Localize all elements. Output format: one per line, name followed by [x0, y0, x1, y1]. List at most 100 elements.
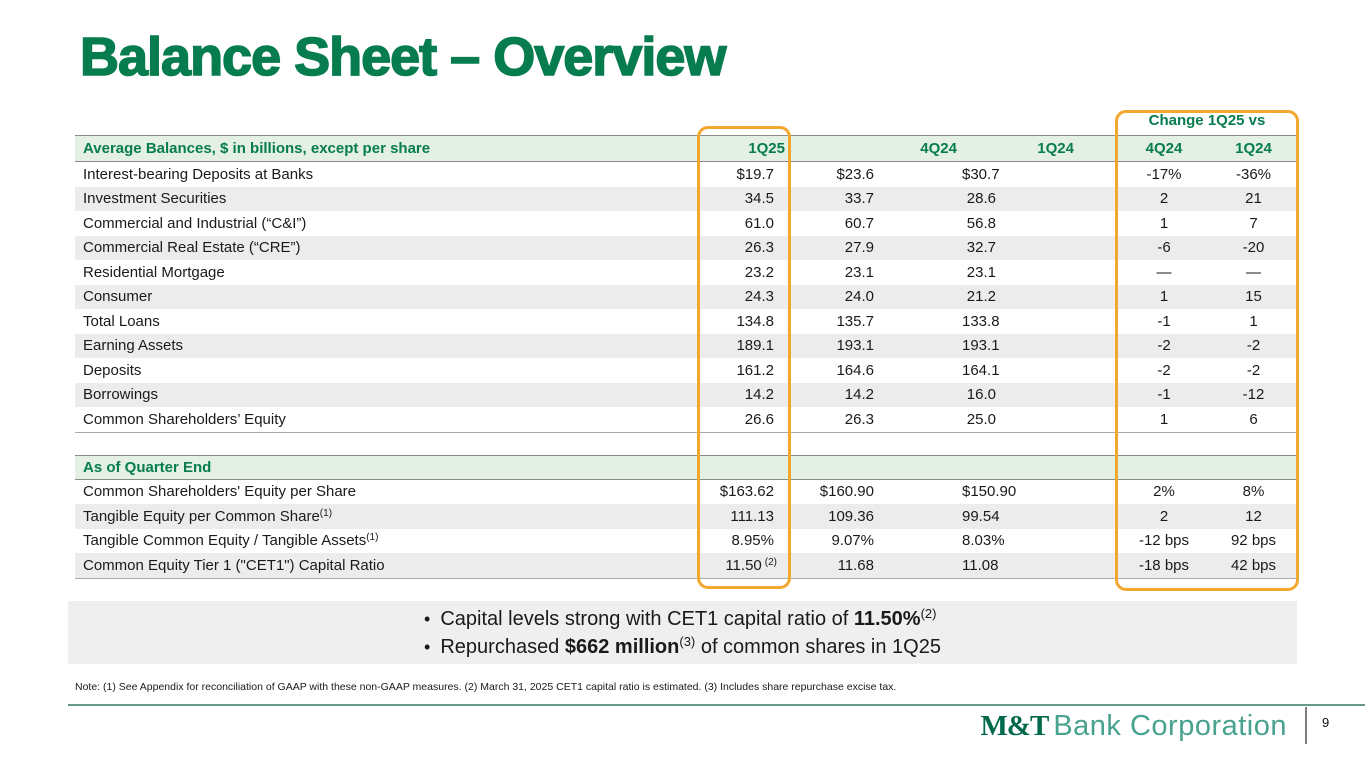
value-4q24-cell: $160.90 — [819, 483, 874, 501]
value-1q24-cell: 8.03% — [962, 532, 1005, 550]
change-vs-4q24-cell: 2 — [1159, 190, 1169, 208]
change-vs-4q24-cell: 1 — [1159, 410, 1169, 428]
logo-company-name: Bank Corporation — [1053, 710, 1287, 742]
value-4q24-cell: 23.1 — [844, 263, 874, 281]
change-vs-4q24-cell: 1 — [1159, 288, 1169, 306]
column-header-change-1q24: 1Q24 — [1235, 140, 1272, 157]
change-vs-1q24-cell: 42 bps — [1230, 556, 1277, 574]
change-vs-1q24-cell: 6 — [1249, 410, 1258, 428]
change-vs-1q24-cell: — — [1246, 263, 1261, 281]
row-label-cell: Common Shareholders’ Equity — [83, 410, 286, 428]
row-label-cell: Deposits — [83, 361, 142, 379]
section1-header: Average Balances, $ in billions, except … — [83, 140, 431, 157]
change-vs-1q24-cell: -36% — [1235, 165, 1272, 183]
table-row: Residential Mortgage 23.2 23.1 23.1 — — — [75, 260, 1297, 285]
row-label-cell: Earning Assets — [83, 337, 184, 355]
value-4q24-cell: 60.7 — [844, 214, 874, 232]
value-1q25-cell: 11.50 (2) — [725, 556, 777, 574]
row-label-cell: Investment Securities — [83, 190, 227, 208]
value-1q25-cell: 26.3 — [744, 239, 774, 257]
table-row: Tangible Common Equity / Tangible Assets… — [75, 529, 1297, 554]
change-vs-1q24-cell: 92 bps — [1230, 532, 1277, 550]
bullet-item: Capital levels strong with CET1 capital … — [424, 606, 936, 631]
value-1q24-cell: 133.8 — [962, 312, 1000, 330]
row-label-cell: Commercial and Industrial (“C&I”) — [83, 214, 307, 232]
row-label-cell: Consumer — [83, 288, 153, 306]
value-4q24-cell: 164.6 — [836, 361, 874, 379]
value-1q24-cell: 164.1 — [962, 361, 1000, 379]
row-label-cell: Common Equity Tier 1 ("CET1") Capital Ra… — [83, 556, 385, 574]
value-4q24-cell: 27.9 — [844, 239, 874, 257]
table-row: Deposits 161.2 164.6 164.1 -2 -2 — [75, 358, 1297, 383]
value-1q25-cell: 111.13 — [730, 507, 774, 525]
value-1q25-cell: 34.5 — [744, 190, 774, 208]
table-row: Commercial and Industrial (“C&I”) 61.0 6… — [75, 211, 1297, 236]
value-1q25-cell: 8.95% — [731, 532, 774, 550]
row-label-cell: Borrowings — [83, 386, 159, 404]
value-1q24-cell: 25.0 — [966, 410, 996, 428]
value-1q24-cell: 32.7 — [966, 239, 996, 257]
value-1q25-cell: 26.6 — [744, 410, 774, 428]
footer-rule — [68, 704, 1365, 706]
row-label-cell: Residential Mortgage — [83, 263, 225, 281]
value-4q24-cell: 11.68 — [837, 556, 874, 574]
change-vs-4q24-cell: -17% — [1146, 165, 1182, 183]
table-row: Borrowings 14.2 14.2 16.0 -1 -12 — [75, 382, 1297, 407]
value-1q25-cell: 61.0 — [744, 214, 774, 232]
value-1q25-cell: 161.2 — [736, 361, 774, 379]
section2-header: As of Quarter End — [83, 458, 212, 476]
change-vs-4q24-cell: -1 — [1157, 312, 1171, 330]
row-label-cell: Tangible Common Equity / Tangible Assets… — [83, 532, 379, 550]
mt-bank-logo: M&T Bank Corporation — [0, 710, 1287, 743]
value-1q24-cell: $150.90 — [962, 483, 1017, 501]
value-1q24-cell: 11.08 — [962, 556, 999, 574]
bullet-item: Repurchased $662 million(3) of common sh… — [424, 634, 941, 659]
value-4q24-cell: 24.0 — [844, 288, 874, 306]
change-vs-4q24-cell: 2 — [1159, 507, 1169, 525]
change-vs-1q24-cell: -2 — [1246, 337, 1261, 355]
section2-header-row: As of Quarter End — [75, 454, 1297, 480]
table-header-row: Average Balances, $ in billions, except … — [75, 135, 1297, 162]
value-4q24-cell: $23.6 — [836, 165, 874, 183]
row-label-cell: Total Loans — [83, 312, 160, 330]
change-vs-1q24-cell: 8% — [1242, 483, 1265, 501]
value-1q25-cell: 23.2 — [744, 263, 774, 281]
value-1q25-cell: $163.62 — [719, 483, 774, 501]
value-1q25-cell: 134.8 — [736, 312, 774, 330]
value-1q25-cell: 189.1 — [736, 337, 774, 355]
value-1q24-cell: 23.1 — [966, 263, 996, 281]
change-vs-1q24-cell: 7 — [1249, 214, 1258, 232]
change-vs-1q24-cell: -2 — [1246, 361, 1261, 379]
footnote: Note: (1) See Appendix for reconciliatio… — [75, 681, 897, 693]
value-4q24-cell: 14.2 — [844, 386, 874, 404]
value-4q24-cell: 26.3 — [844, 410, 874, 428]
value-1q25-cell: 14.2 — [744, 386, 774, 404]
value-4q24-cell: 193.1 — [836, 337, 874, 355]
section-spacer — [75, 432, 1297, 455]
value-1q25-cell: 24.3 — [744, 288, 774, 306]
change-vs-4q24-cell: -18 bps — [1138, 556, 1190, 574]
change-vs-4q24-cell: -12 bps — [1138, 532, 1190, 550]
row-label-cell: Tangible Equity per Common Share(1) — [83, 507, 333, 525]
value-4q24-cell: 9.07% — [831, 532, 874, 550]
table-row: Consumer 24.3 24.0 21.2 1 15 — [75, 284, 1297, 309]
key-points-band: Capital levels strong with CET1 capital … — [68, 601, 1297, 664]
table-row: Earning Assets 189.1 193.1 193.1 -2 -2 — [75, 333, 1297, 358]
column-header-4q24: 4Q24 — [920, 140, 957, 157]
row-label-cell: Common Shareholders' Equity per Share — [83, 483, 357, 501]
table-row: Tangible Equity per Common Share(1) 111.… — [75, 504, 1297, 529]
value-1q24-cell: 28.6 — [966, 190, 996, 208]
bullet-list: Capital levels strong with CET1 capital … — [424, 606, 941, 659]
column-header-1q24: 1Q24 — [1037, 140, 1074, 157]
change-vs-1q24-cell: -20 — [1242, 239, 1265, 257]
value-1q24-cell: 16.0 — [966, 386, 996, 404]
change-vs-1q24-cell: 21 — [1245, 190, 1262, 208]
change-vs-4q24-cell: 2% — [1153, 483, 1175, 501]
footer-divider — [1305, 707, 1307, 744]
change-vs-4q24-cell: 1 — [1159, 214, 1169, 232]
value-1q25-cell: $19.7 — [736, 165, 774, 183]
value-1q24-cell: 56.8 — [966, 214, 996, 232]
column-header-1q25: 1Q25 — [748, 140, 785, 157]
change-vs-1q24-cell: -12 — [1242, 386, 1265, 404]
